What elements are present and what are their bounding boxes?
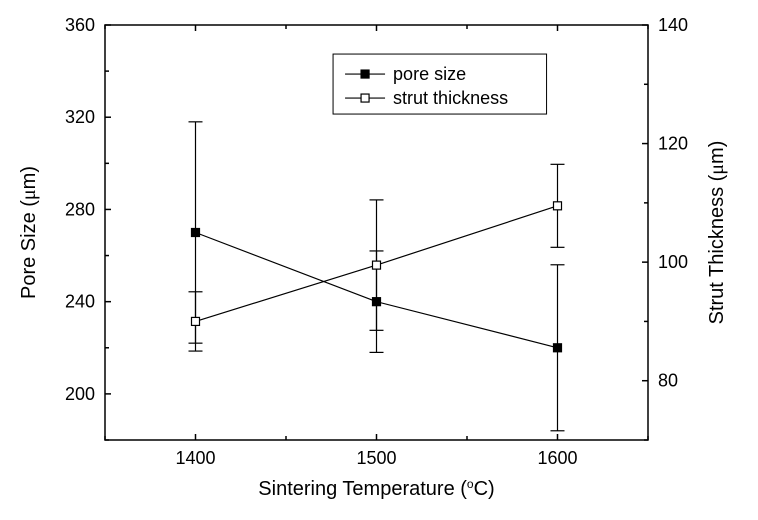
y-right-tick-label: 100 (658, 252, 688, 272)
y-left-axis-title: Pore Size (μm) (18, 166, 40, 299)
y-right-tick-label: 80 (658, 371, 678, 391)
y-left-tick-label: 240 (65, 292, 95, 312)
legend-label: pore size (393, 64, 466, 84)
y-left-tick-label: 320 (65, 107, 95, 127)
y-left-tick-label: 360 (65, 15, 95, 35)
y-right-tick-label: 120 (658, 134, 688, 154)
y-right-axis-title: Strut Thickness (μm) (706, 141, 728, 325)
data-marker (192, 317, 200, 325)
x-axis-title: Sintering Temperature (oC) (258, 477, 494, 500)
chart-container: 1400 1500 1600 200 240 280 320 360 80 100 120 140 Si… (0, 0, 758, 520)
y-right-tick-label: 140 (658, 15, 688, 35)
y-left-tick-label: 200 (65, 384, 95, 404)
x-tick-label: 1400 (175, 448, 215, 468)
y-left-tick-label: 280 (65, 199, 95, 219)
data-marker (192, 229, 200, 237)
legend-marker-icon (361, 94, 369, 102)
data-marker (554, 344, 562, 352)
data-marker (373, 261, 381, 269)
legend-marker-icon (361, 70, 369, 78)
x-tick-label: 1600 (537, 448, 577, 468)
data-marker (554, 202, 562, 210)
legend-label: strut thickness (393, 88, 508, 108)
dual-axis-line-chart: 1400 1500 1600 200 240 280 320 360 80 100 120 140 Si… (0, 0, 758, 520)
x-tick-label: 1500 (356, 448, 396, 468)
